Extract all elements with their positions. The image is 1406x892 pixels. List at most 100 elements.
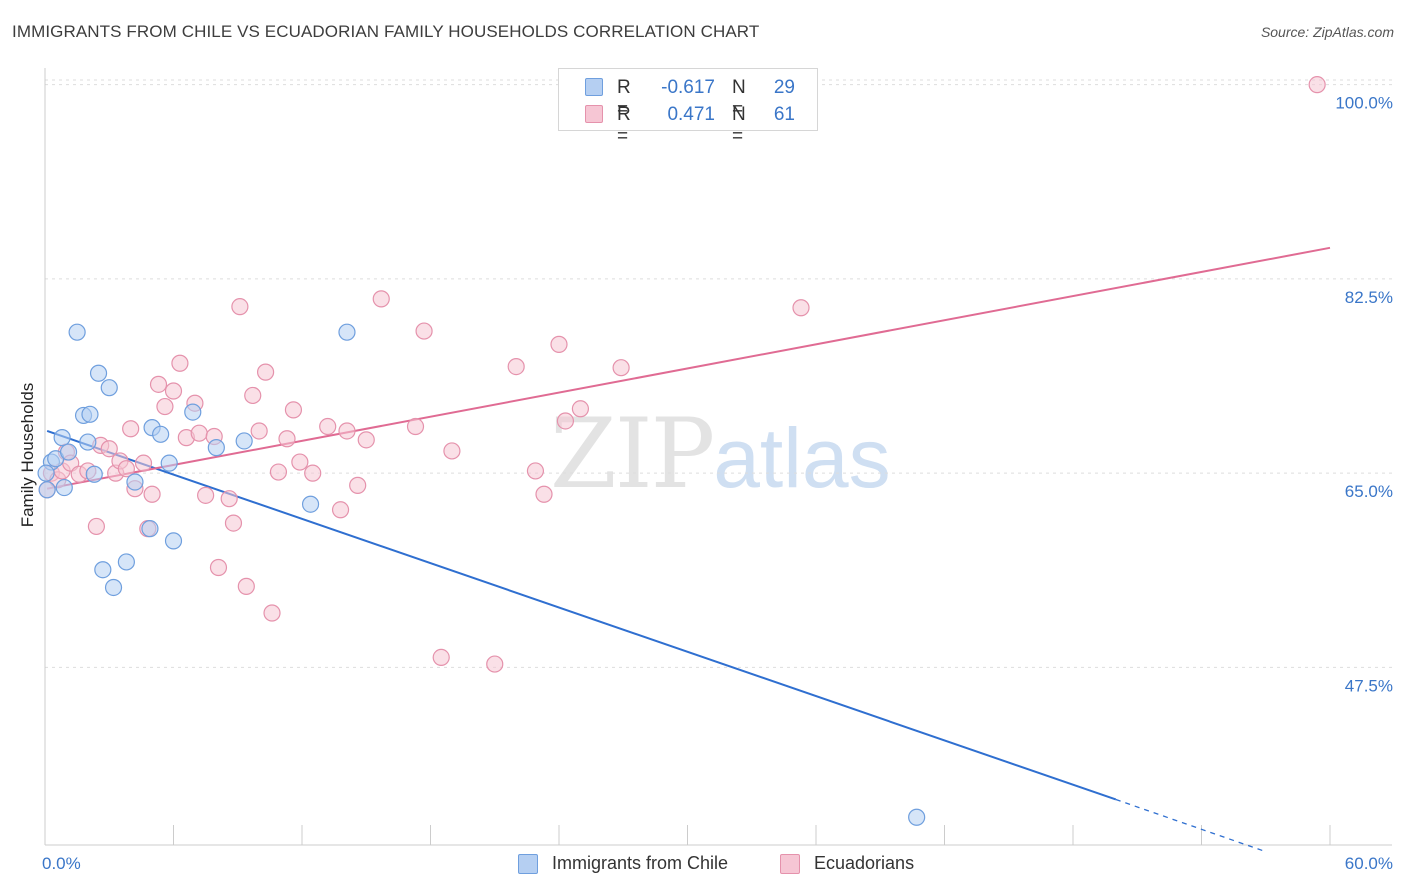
chile-point — [53, 429, 71, 447]
ecuadorian-point — [250, 422, 268, 440]
chile-point — [338, 323, 356, 341]
legend-label-chile: Immigrants from Chile — [552, 853, 729, 873]
ecuadorian-point — [372, 290, 390, 308]
ecuadorian-point — [406, 417, 425, 436]
ecuadorian-point — [164, 382, 183, 400]
legend-n-label: N = — [732, 104, 746, 147]
ecuadorian-point — [100, 440, 118, 458]
ecuadorian-point — [792, 299, 810, 317]
chile-point — [89, 364, 108, 382]
chile-point — [207, 439, 225, 457]
chile-point — [908, 808, 926, 826]
ecuadorian-point — [443, 442, 461, 460]
legend-label-ecuadorians: Ecuadorians — [814, 853, 915, 873]
ecuadorian-point — [486, 655, 504, 673]
chile-point — [55, 478, 73, 497]
ecuadorian-point — [556, 412, 575, 430]
chile-point — [94, 561, 112, 579]
ecuadorian-point — [171, 354, 189, 372]
ecuadorian-point — [156, 397, 174, 416]
ecuadorian-point — [256, 363, 275, 381]
chile-point — [184, 403, 202, 421]
chile-trend-line — [46, 430, 1117, 801]
ecuadorian-point — [122, 420, 140, 438]
watermark: ZIPatlas — [550, 398, 891, 510]
chart-title: IMMIGRANTS FROM CHILE VS ECUADORIAN FAMI… — [12, 22, 760, 41]
ecuadorian-point — [263, 604, 281, 622]
chile-point — [141, 520, 159, 538]
chile-point — [38, 481, 56, 499]
ecuadorian-point — [87, 517, 106, 536]
chile-point — [117, 553, 135, 571]
chile-point — [301, 495, 320, 513]
ecuadorian-point — [143, 485, 161, 503]
chile-point — [85, 465, 103, 483]
legend-n-value: 61 — [773, 104, 795, 125]
ecuadorian-point — [535, 485, 553, 503]
chile-point — [152, 425, 170, 443]
ecuadorian-point — [220, 490, 238, 508]
ecuadorian-point — [117, 460, 135, 478]
chile-point — [160, 454, 178, 472]
ecuadorian-point — [415, 322, 433, 340]
ecuadorian-point — [612, 359, 630, 377]
ecuadorian-point — [349, 476, 367, 494]
correlation-legend: R = -0.617 N = 29 R = 0.471 N = 61 — [558, 68, 818, 147]
legend-swatch-chile — [585, 78, 603, 96]
chile-point — [100, 379, 118, 397]
chile-point — [104, 578, 123, 597]
legend-swatch-chile — [518, 854, 538, 874]
chile-point — [68, 323, 86, 341]
y-tick-label: 65.0% — [1345, 482, 1393, 501]
ecuadorian-point — [149, 375, 168, 393]
ecuadorian-point — [304, 464, 322, 482]
legend-r-label: R = — [617, 77, 631, 120]
ecuadorian-point — [237, 577, 255, 595]
ecuadorian-point — [571, 400, 590, 418]
chile-trend-extension — [1115, 798, 1266, 853]
chile-point — [37, 464, 55, 482]
ecuadorian-point — [357, 431, 375, 449]
ecuadorian-point — [134, 454, 153, 472]
watermark-atlas: atlas — [713, 411, 891, 505]
source-label: Source: ZipAtlas.com — [1260, 24, 1394, 40]
legend-swatch-ecuadorians — [780, 854, 800, 874]
y-tick-label: 47.5% — [1345, 676, 1393, 695]
y-axis-label: Family Households — [18, 382, 37, 528]
ecuadorian-point — [231, 298, 249, 316]
ecuadorian-point — [526, 462, 545, 480]
ecuadorian-point — [190, 424, 208, 442]
ecuadorian-point — [1308, 76, 1326, 94]
ecuadorian-point — [197, 486, 215, 504]
legend-n-label: N = — [732, 77, 746, 120]
chile-point — [81, 405, 99, 423]
chile-point — [59, 443, 78, 461]
chile-point — [235, 432, 253, 450]
chile-point — [126, 473, 144, 491]
ecuadorian-point — [224, 514, 243, 532]
axes — [44, 68, 1392, 846]
ecuadorian-point — [331, 501, 350, 519]
ecuadorian-point — [209, 558, 228, 577]
ecuadorian-point — [244, 386, 262, 405]
ecuadorian-point — [284, 401, 303, 419]
ecuadorian-point — [432, 648, 450, 667]
chile-point — [79, 433, 97, 451]
legend-swatch-ecuadorians — [585, 105, 603, 123]
tick-labels: 100.0% 82.5% 65.0% 47.5% 0.0% 60.0% — [42, 94, 1393, 873]
trend-lines — [46, 246, 1331, 853]
ecuadorian-point — [319, 417, 337, 436]
ecuadorian-point — [291, 453, 309, 471]
ecuadorian-point — [278, 430, 296, 448]
x-tick-label: 60.0% — [1345, 854, 1393, 873]
y-tick-label: 82.5% — [1345, 288, 1393, 307]
ecuadorian-point — [550, 335, 568, 353]
legend-r-value: 0.471 — [667, 104, 715, 125]
legend-n-value: 29 — [773, 77, 795, 98]
ecuadorian-trend-line — [46, 246, 1331, 490]
x-tick-label: 0.0% — [42, 854, 81, 873]
y-tick-label: 100.0% — [1335, 94, 1393, 113]
legend-r-label: R = — [617, 104, 631, 147]
legend-r-value: -0.617 — [661, 77, 715, 98]
